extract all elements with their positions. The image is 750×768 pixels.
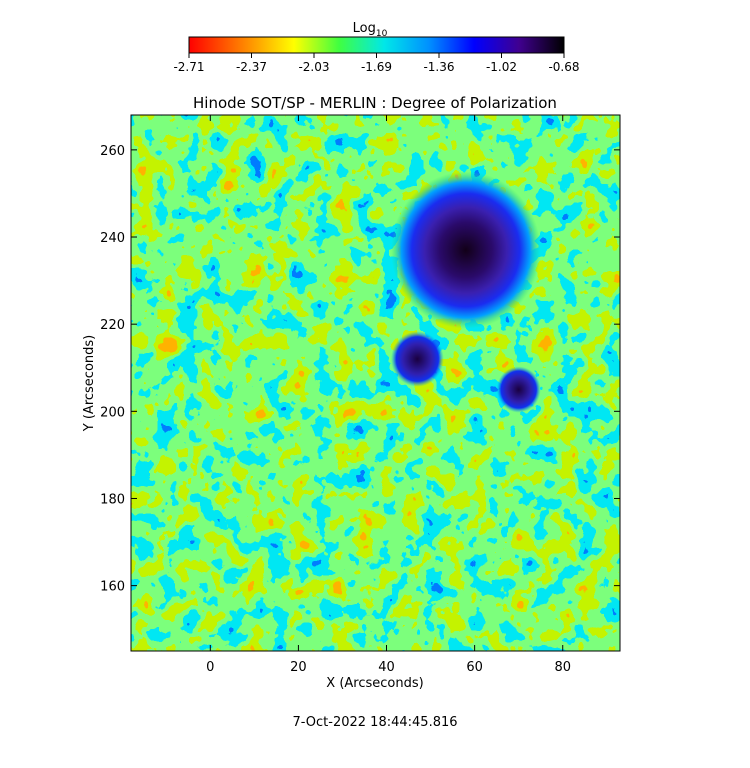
colorbar xyxy=(188,36,565,54)
x-axis-label: X (Arcseconds) xyxy=(326,676,423,691)
axes: 0 20 40 60 80 160 180 200 220 240 260 xyxy=(100,115,620,675)
y-tick-label: 200 xyxy=(100,405,125,420)
y-tick-label: 260 xyxy=(100,144,125,159)
x-tick-label: 20 xyxy=(290,660,307,675)
y-tick-label: 220 xyxy=(100,318,125,333)
colorbar-tick-label: -1.36 xyxy=(423,60,454,74)
colorbar-label: Log10 xyxy=(353,21,388,39)
colorbar-tick-label: -0.68 xyxy=(548,60,579,74)
colorbar-ticks: -2.71 -2.37 -2.03 -1.69 -1.36 -1.02 -0.68 xyxy=(173,53,580,74)
colorbar-tick-label: -1.69 xyxy=(361,60,392,74)
x-tick-label: 80 xyxy=(554,660,571,675)
x-tick-label: 0 xyxy=(206,660,214,675)
heatmap-image xyxy=(131,115,620,651)
x-tick-label: 40 xyxy=(378,660,395,675)
colorbar-tick-label: -2.03 xyxy=(298,60,329,74)
plot-frame xyxy=(130,114,621,652)
timestamp: 7-Oct-2022 18:44:45.816 xyxy=(292,715,458,730)
colorbar-tick-label: -2.71 xyxy=(173,60,204,74)
colorbar-tick-label: -1.02 xyxy=(486,60,517,74)
y-tick-label: 240 xyxy=(100,231,125,246)
y-tick-label: 180 xyxy=(100,492,125,507)
colorbar-tick-label: -2.37 xyxy=(236,60,267,74)
y-axis-label: Y (Arcseconds) xyxy=(82,335,97,432)
feature-pore xyxy=(496,366,541,413)
x-tick-label: 60 xyxy=(466,660,483,675)
feature-pore xyxy=(390,331,444,387)
feature-penumbra xyxy=(390,171,541,329)
chart-title: Hinode SOT/SP - MERLIN : Degree of Polar… xyxy=(193,94,557,112)
y-tick-label: 160 xyxy=(100,580,125,595)
